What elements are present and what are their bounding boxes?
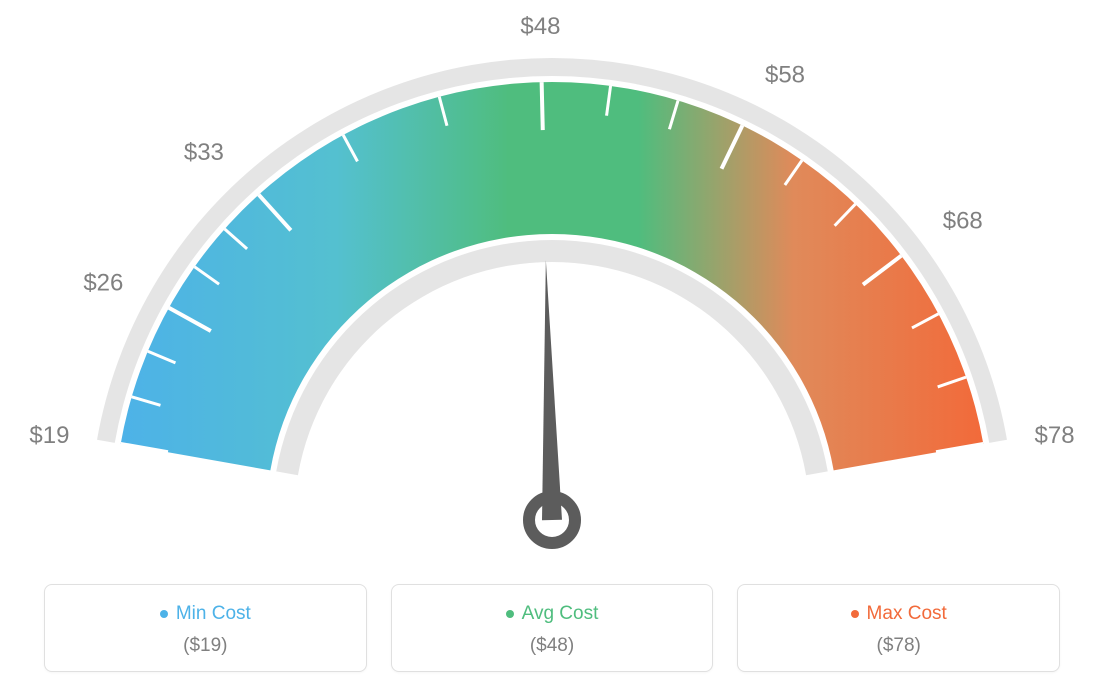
legend-title-text: Max Cost bbox=[867, 603, 947, 625]
legend-title-max: Max Cost bbox=[851, 603, 947, 625]
svg-text:$19: $19 bbox=[29, 422, 69, 449]
legend-row: Min Cost ($19) Avg Cost ($48) Max Cost (… bbox=[44, 584, 1060, 672]
svg-text:$58: $58 bbox=[765, 62, 805, 89]
gauge-svg: $19 $26 $33 $48 $58 $68 $78 bbox=[0, 0, 1104, 580]
svg-text:$68: $68 bbox=[943, 207, 983, 234]
svg-text:$78: $78 bbox=[1035, 422, 1075, 449]
legend-card-max: Max Cost ($78) bbox=[737, 584, 1060, 672]
svg-text:$33: $33 bbox=[184, 139, 224, 166]
svg-text:$48: $48 bbox=[520, 13, 560, 40]
legend-value-max: ($78) bbox=[750, 635, 1047, 657]
legend-title-min: Min Cost bbox=[160, 603, 251, 625]
dot-icon bbox=[851, 610, 859, 618]
dot-icon bbox=[506, 610, 514, 618]
cost-gauge-chart: $19 $26 $33 $48 $58 $68 $78 Min Cost ($19) Avg… bbox=[0, 0, 1104, 690]
legend-value-avg: ($48) bbox=[404, 635, 701, 657]
dot-icon bbox=[160, 610, 168, 618]
legend-title-avg: Avg Cost bbox=[506, 603, 599, 625]
legend-card-avg: Avg Cost ($48) bbox=[391, 584, 714, 672]
gauge-area: $19 $26 $33 $48 $58 $68 $78 bbox=[0, 0, 1104, 560]
svg-text:$26: $26 bbox=[83, 270, 123, 297]
legend-value-min: ($19) bbox=[57, 635, 354, 657]
legend-title-text: Min Cost bbox=[176, 603, 251, 625]
legend-title-text: Avg Cost bbox=[522, 603, 599, 625]
legend-card-min: Min Cost ($19) bbox=[44, 584, 367, 672]
